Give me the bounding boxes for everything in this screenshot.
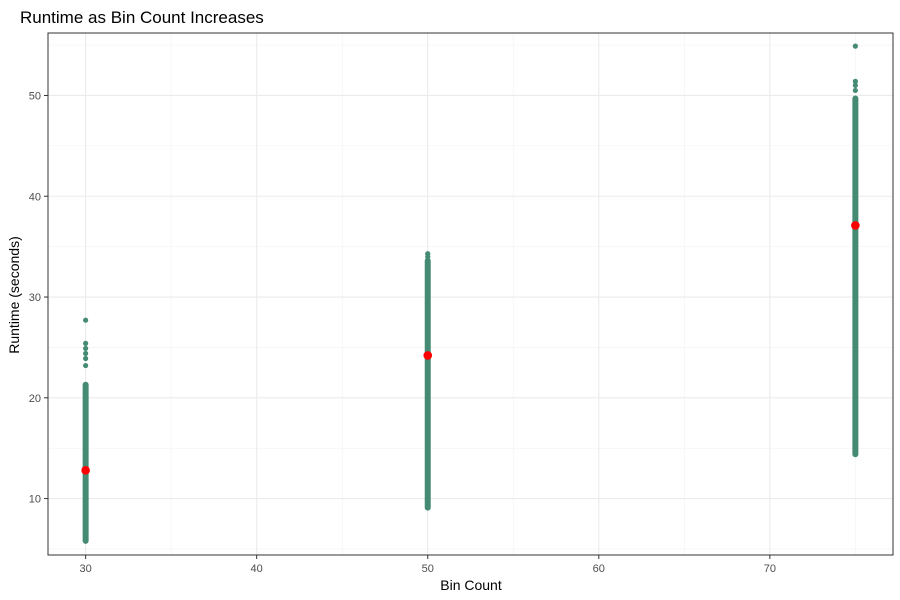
runtime-point bbox=[852, 78, 858, 84]
x-axis-title: Bin Count bbox=[440, 577, 502, 593]
x-tick-label: 40 bbox=[251, 563, 263, 575]
mean-runtime-point bbox=[851, 221, 860, 230]
chart-title: Runtime as Bin Count Increases bbox=[20, 8, 264, 27]
runtime-point bbox=[83, 355, 89, 362]
runtime-point bbox=[83, 317, 89, 323]
runtime-point bbox=[852, 87, 858, 94]
y-tick-label: 50 bbox=[29, 90, 41, 102]
runtime-point bbox=[83, 350, 89, 357]
x-tick-label: 70 bbox=[764, 563, 776, 575]
mean-runtime-point bbox=[81, 466, 90, 475]
plot-panel-border bbox=[47, 32, 894, 556]
x-tick-label: 30 bbox=[80, 563, 92, 575]
axis-ticks: 30 40 50 60 70 10 20 30 40 50 bbox=[29, 90, 776, 575]
runtime-point bbox=[425, 251, 431, 257]
x-tick-label: 60 bbox=[593, 563, 605, 575]
mean-runtime-point bbox=[423, 351, 433, 360]
x-tick-label: 50 bbox=[422, 563, 434, 575]
runtime-point bbox=[852, 82, 858, 89]
y-tick-label: 20 bbox=[29, 393, 41, 405]
runtime-point bbox=[83, 340, 89, 346]
runtime-point bbox=[83, 345, 89, 352]
data-points bbox=[81, 43, 860, 544]
y-tick-label: 10 bbox=[29, 494, 41, 506]
y-axis-title: Runtime (seconds) bbox=[6, 236, 22, 354]
y-tick-label: 30 bbox=[29, 292, 41, 304]
y-tick-label: 40 bbox=[29, 191, 41, 203]
runtime-point bbox=[83, 362, 89, 369]
grid bbox=[48, 33, 893, 555]
runtime-point bbox=[852, 43, 858, 49]
